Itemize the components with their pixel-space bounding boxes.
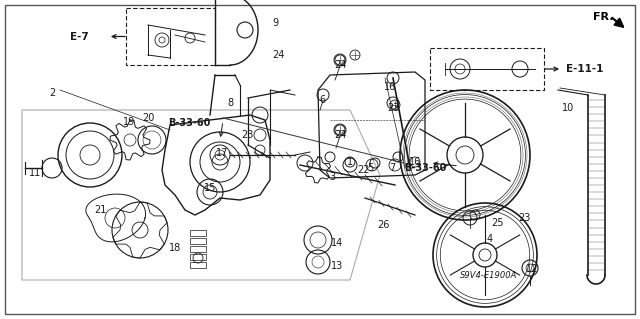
Text: 20: 20 xyxy=(142,113,154,123)
Text: 1: 1 xyxy=(347,157,353,167)
Bar xyxy=(190,246,206,252)
Text: 12: 12 xyxy=(526,264,538,274)
Text: B-33-60: B-33-60 xyxy=(404,163,446,173)
Text: 14: 14 xyxy=(331,238,343,248)
Bar xyxy=(190,254,206,260)
Text: 17: 17 xyxy=(216,148,228,158)
Text: 6: 6 xyxy=(319,95,325,105)
Text: 25: 25 xyxy=(492,218,504,228)
Text: 7: 7 xyxy=(389,163,395,173)
Text: 22: 22 xyxy=(356,165,369,175)
Text: 23: 23 xyxy=(241,130,253,140)
Text: 11: 11 xyxy=(29,168,41,178)
Text: 3: 3 xyxy=(329,172,335,182)
Text: 2: 2 xyxy=(49,88,55,98)
Text: 8: 8 xyxy=(227,98,233,108)
Text: 18: 18 xyxy=(169,243,181,253)
Text: 9: 9 xyxy=(272,18,278,28)
Text: FR.: FR. xyxy=(593,12,614,22)
Text: E-11-1: E-11-1 xyxy=(566,64,604,74)
Text: 24: 24 xyxy=(334,130,346,140)
Text: 13: 13 xyxy=(331,261,343,271)
Bar xyxy=(190,238,206,244)
Text: 4: 4 xyxy=(487,234,493,244)
Bar xyxy=(190,262,206,268)
Text: 24: 24 xyxy=(272,50,284,60)
Text: 10: 10 xyxy=(562,103,574,113)
Text: 16: 16 xyxy=(409,157,421,167)
Text: E-7: E-7 xyxy=(70,32,89,41)
Text: 21: 21 xyxy=(94,205,106,215)
Text: 16: 16 xyxy=(384,82,396,92)
Text: 26: 26 xyxy=(377,220,389,230)
Text: S9V4-E1900A: S9V4-E1900A xyxy=(460,271,517,280)
Text: B-33-60: B-33-60 xyxy=(168,118,211,128)
Text: 19: 19 xyxy=(123,117,135,127)
FancyArrowPatch shape xyxy=(612,18,623,27)
Text: 15: 15 xyxy=(204,183,216,193)
Bar xyxy=(190,230,206,236)
Text: 24: 24 xyxy=(334,60,346,70)
Text: 23: 23 xyxy=(518,213,530,223)
Text: 23: 23 xyxy=(387,103,399,113)
Text: 5: 5 xyxy=(367,163,373,173)
